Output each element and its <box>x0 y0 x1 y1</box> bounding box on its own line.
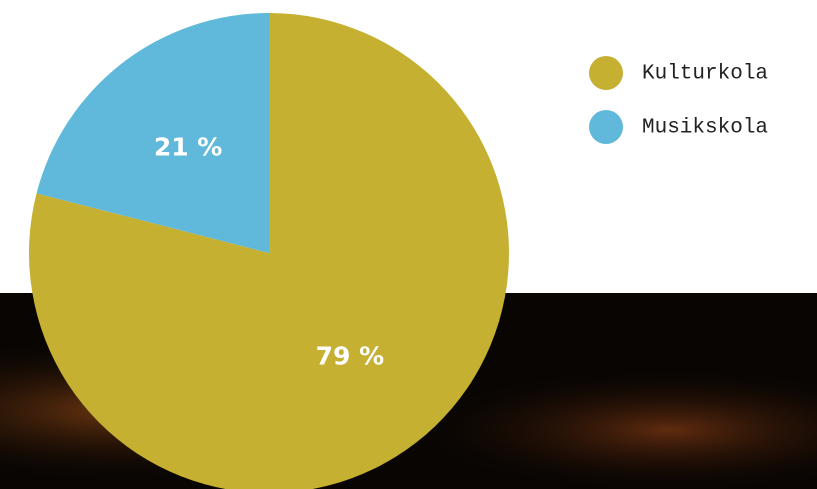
legend-label: Kulturkola <box>642 63 768 86</box>
pie: 79 % 21 % <box>29 13 509 489</box>
legend-swatch <box>589 110 623 144</box>
value-label: 79 % <box>316 341 385 370</box>
pie-slice <box>36 13 270 253</box>
pie-slice <box>29 13 509 489</box>
legend-swatch <box>589 56 623 90</box>
value-label: 21 % <box>154 133 223 162</box>
legend: Kulturkola Musikskola <box>589 56 768 144</box>
legend-label: Musikskola <box>642 117 768 140</box>
